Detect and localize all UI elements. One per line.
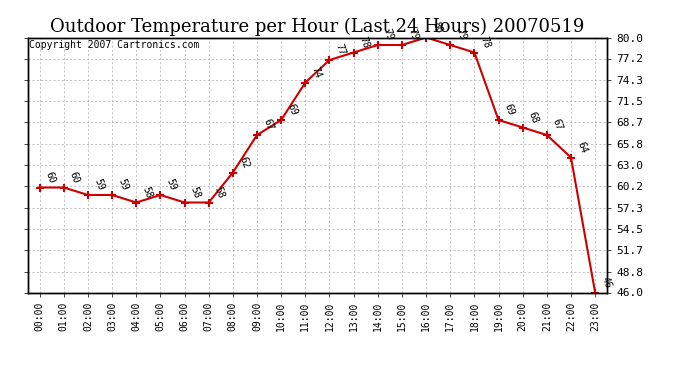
Text: Copyright 2007 Cartronics.com: Copyright 2007 Cartronics.com	[29, 40, 199, 50]
Text: 67: 67	[262, 118, 275, 132]
Title: Outdoor Temperature per Hour (Last 24 Hours) 20070519: Outdoor Temperature per Hour (Last 24 Ho…	[50, 18, 584, 36]
Text: 79: 79	[382, 28, 395, 42]
Text: 62: 62	[237, 155, 250, 170]
Text: 58: 58	[141, 185, 154, 200]
Text: 69: 69	[503, 103, 516, 117]
Text: 46: 46	[600, 275, 613, 290]
Text: 67: 67	[551, 118, 564, 132]
Text: 59: 59	[92, 178, 106, 192]
Text: 59: 59	[165, 178, 178, 192]
Text: 77: 77	[334, 43, 347, 57]
Text: 60: 60	[68, 170, 81, 185]
Text: 68: 68	[527, 110, 540, 125]
Text: 59: 59	[117, 178, 130, 192]
Text: 78: 78	[479, 35, 492, 50]
Text: 78: 78	[358, 35, 371, 50]
Text: 74: 74	[310, 65, 323, 80]
Text: 64: 64	[575, 140, 589, 155]
Text: 58: 58	[213, 185, 226, 200]
Text: 79: 79	[406, 28, 420, 42]
Text: 58: 58	[189, 185, 202, 200]
Text: 69: 69	[286, 103, 299, 117]
Text: 79: 79	[455, 28, 468, 42]
Text: 80: 80	[431, 20, 444, 35]
Text: 60: 60	[44, 170, 57, 185]
